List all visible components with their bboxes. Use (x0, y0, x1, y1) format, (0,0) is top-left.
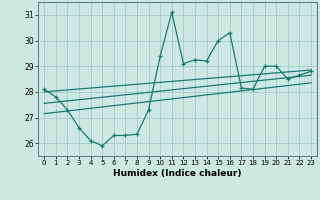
X-axis label: Humidex (Indice chaleur): Humidex (Indice chaleur) (113, 169, 242, 178)
